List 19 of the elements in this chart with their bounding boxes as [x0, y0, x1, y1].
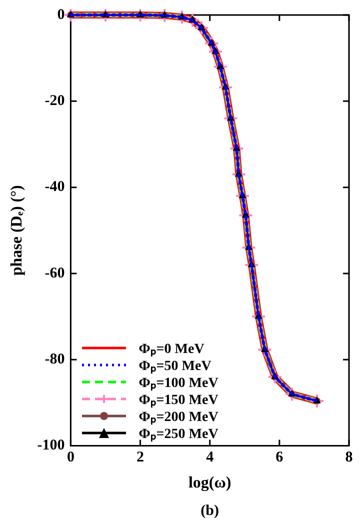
y-tick-label: -80: [44, 352, 65, 368]
legend-label: Φₚ=100 MeV: [138, 376, 218, 392]
y-tick-label: -40: [44, 179, 65, 196]
x-tick-label: 4: [206, 450, 214, 466]
x-tick-label: 2: [136, 450, 144, 466]
x-tick-label: 6: [276, 450, 284, 466]
y-tick-label: -60: [44, 265, 65, 282]
y-axis-title: phase (Dₑ) (°): [8, 185, 26, 276]
legend-label: Φₚ=150 MeV: [138, 393, 218, 408]
legend-label: Φₚ=200 MeV: [138, 410, 218, 426]
y-tick-label: -100: [37, 438, 65, 454]
legend-label: Φₚ=0 MeV: [138, 341, 204, 358]
text: (b): [200, 503, 220, 519]
x-tick-label: 8: [345, 450, 353, 466]
legend-label: Φₚ=250 MeV: [138, 427, 218, 442]
legend-label: Φₚ=50 MeV: [138, 359, 212, 374]
y-tick-label: -20: [44, 93, 65, 110]
y-tick-label: 0: [57, 6, 65, 23]
x-axis-title: log(ω): [188, 474, 232, 492]
